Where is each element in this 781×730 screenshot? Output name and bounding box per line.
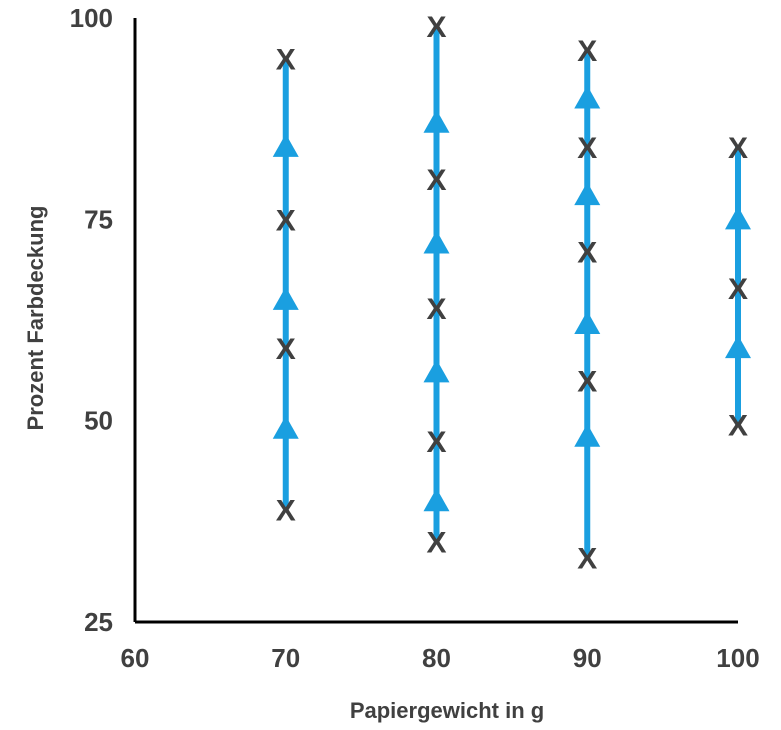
- y-tick-label: 25: [84, 607, 113, 637]
- x-marker: X: [577, 35, 597, 68]
- triangle-marker: [423, 488, 450, 512]
- x-tick-label: 70: [271, 643, 300, 673]
- x-marker: X: [728, 410, 748, 443]
- x-tick-label: 100: [716, 643, 759, 673]
- triangle-marker: [423, 359, 450, 383]
- y-axis-label: Prozent Farbdeckung: [23, 206, 48, 431]
- x-marker: X: [276, 494, 296, 527]
- y-tick-label: 100: [70, 3, 113, 33]
- y-tick-label: 75: [84, 204, 113, 234]
- x-tick-labels: 60 70 80 90 100: [121, 643, 760, 673]
- triangle-marker: [574, 85, 601, 109]
- x-marker: X: [577, 543, 597, 576]
- triangle-marker: [574, 182, 601, 206]
- x-marker: X: [577, 237, 597, 270]
- x-marker: X: [728, 273, 748, 306]
- x-marker: X: [426, 11, 446, 44]
- triangle-markers: [272, 85, 751, 512]
- triangle-marker: [272, 133, 299, 157]
- x-tick-label: 80: [422, 643, 451, 673]
- x-marker: X: [426, 426, 446, 459]
- x-marker: X: [276, 43, 296, 76]
- triangle-marker: [574, 423, 601, 447]
- y-tick-label: 50: [84, 406, 113, 436]
- y-tick-labels: 25 50 75 100: [70, 3, 113, 637]
- triangle-marker: [423, 109, 450, 133]
- x-markers: X X X X X X X X X X X X X X X X X: [276, 11, 748, 576]
- x-marker: X: [577, 132, 597, 165]
- x-tick-label: 90: [573, 643, 602, 673]
- range-lines: [282, 26, 741, 558]
- x-marker: X: [728, 132, 748, 165]
- x-tick-label: 60: [121, 643, 150, 673]
- x-marker: X: [276, 333, 296, 366]
- triangle-marker: [272, 286, 299, 310]
- triangle-marker: [423, 230, 450, 254]
- triangle-marker: [272, 415, 299, 439]
- x-marker: X: [577, 365, 597, 398]
- triangle-marker: [725, 335, 751, 359]
- triangle-marker: [574, 311, 601, 335]
- triangle-marker: [725, 206, 751, 230]
- x-marker: X: [426, 293, 446, 326]
- x-axis-label: Papiergewicht in g: [350, 698, 544, 723]
- x-marker: X: [426, 164, 446, 197]
- x-marker: X: [276, 204, 296, 237]
- x-marker: X: [426, 526, 446, 559]
